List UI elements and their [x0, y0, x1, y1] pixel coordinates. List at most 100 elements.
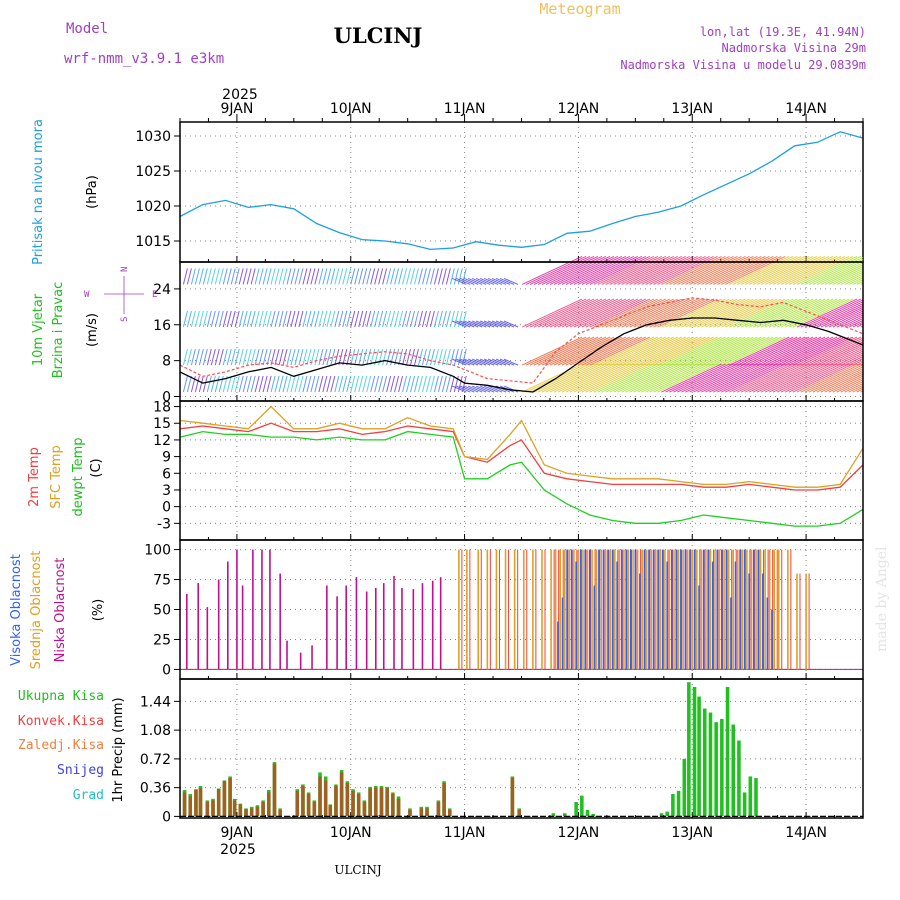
wind-barb	[836, 314, 864, 328]
wind-barb	[772, 363, 834, 393]
wind-barb	[326, 268, 332, 285]
wind-barb	[729, 298, 790, 328]
wind-barb	[472, 320, 487, 328]
compass-n: N	[120, 267, 130, 272]
wind-barb	[278, 310, 284, 328]
wind-barb	[649, 336, 710, 366]
wind-barb	[306, 349, 312, 366]
wind-barb	[685, 363, 746, 393]
wind-barb	[605, 363, 666, 393]
precip-frz-label: Zaledj.Kisa	[18, 738, 104, 753]
wind-barb	[581, 363, 643, 393]
wind-barb	[262, 268, 268, 285]
wind-barb	[362, 375, 368, 393]
wind-barb	[354, 268, 360, 285]
conv-precip-bar	[510, 778, 515, 817]
wind-barb	[503, 358, 519, 366]
wind-barb	[697, 363, 758, 393]
y-tick-label: 15	[153, 416, 171, 432]
conv-precip-bar	[419, 808, 424, 817]
wind-barb	[398, 268, 404, 285]
elevation-label: Nadmorska Visina 29m	[722, 41, 867, 55]
wind-barb	[792, 255, 854, 285]
wind-barb	[198, 310, 204, 328]
wind-barb	[286, 310, 292, 328]
total-precip-bar	[682, 758, 687, 817]
wind-barb	[537, 255, 599, 285]
wind-barb	[495, 358, 511, 366]
wind-barb	[677, 255, 738, 285]
bottom-year-label: 2025	[220, 842, 256, 858]
wind-barb	[808, 258, 864, 285]
wind-barb	[417, 310, 423, 328]
wind-barb	[788, 336, 850, 366]
wind-barb	[673, 255, 734, 285]
bottom-day-label: 10JAN	[330, 825, 372, 841]
wind-barb	[629, 363, 690, 393]
wind-barb	[844, 356, 864, 366]
wind-barb	[613, 336, 674, 366]
wind-barb	[242, 310, 248, 328]
wind-barb	[282, 349, 288, 366]
conv-precip-bar	[205, 802, 210, 817]
wind-barb	[760, 298, 822, 328]
y-tick-label: 1.08	[140, 723, 171, 739]
wind-barb	[234, 375, 240, 393]
bottom-day-label: 13JAN	[671, 825, 713, 841]
precip-unit-label: 1hr Precip (mm)	[111, 697, 126, 802]
wind-barb	[366, 375, 372, 393]
wind-barb	[238, 349, 244, 366]
wind-barb	[621, 298, 682, 328]
total-precip-bar	[692, 686, 697, 817]
wind-barb	[234, 268, 240, 285]
wind-barb	[533, 363, 595, 393]
wind-barb	[856, 323, 864, 328]
wind-barb	[414, 375, 419, 393]
conv-precip-bar	[312, 802, 317, 817]
wind-barb	[581, 336, 643, 366]
wind-compass: N S W E	[84, 267, 157, 322]
wind-barb	[468, 358, 483, 366]
wind-barb	[812, 368, 864, 393]
wind-barb	[318, 310, 324, 328]
wind-barb	[370, 375, 376, 393]
low-cloud-side-label: Niska Oblacnost	[53, 558, 68, 663]
wind-barb	[756, 255, 818, 285]
wind-barb	[238, 268, 244, 285]
wind-barb	[226, 375, 232, 393]
wind-barb	[792, 363, 854, 393]
wind-barb	[270, 268, 276, 285]
wind-barb	[748, 255, 810, 285]
wind-barb	[468, 385, 483, 393]
wind-barb	[589, 255, 651, 285]
wind-barb	[472, 358, 487, 366]
wind-barb	[812, 260, 864, 285]
wind-barb	[521, 363, 583, 393]
wind-barb	[468, 277, 483, 285]
wind-barb	[844, 383, 864, 393]
wind-barb	[625, 363, 686, 393]
wind-barb	[198, 268, 204, 285]
wind-barb	[740, 336, 802, 366]
conv-precip-bar	[278, 810, 282, 817]
wind-side-label-2: Brzina i Pravac	[51, 282, 66, 379]
wind-barb	[318, 268, 324, 285]
wind-barb	[673, 298, 734, 328]
wind-barb	[278, 375, 284, 393]
conv-precip-bar	[442, 782, 446, 817]
wind-barb	[266, 349, 272, 366]
wind-barb	[792, 336, 854, 366]
wind-barb	[689, 255, 750, 285]
wind-barb	[322, 310, 328, 328]
wind-barb	[258, 375, 264, 393]
wind-barb	[581, 298, 643, 328]
wind-barb	[206, 268, 212, 285]
wind-barb	[756, 336, 818, 366]
wind-barb	[701, 336, 762, 366]
total-precip-bar	[580, 795, 584, 817]
wind-barb	[681, 336, 742, 366]
wind-barb	[495, 277, 511, 285]
wind-barb	[828, 268, 864, 285]
wind-barb	[705, 336, 766, 366]
